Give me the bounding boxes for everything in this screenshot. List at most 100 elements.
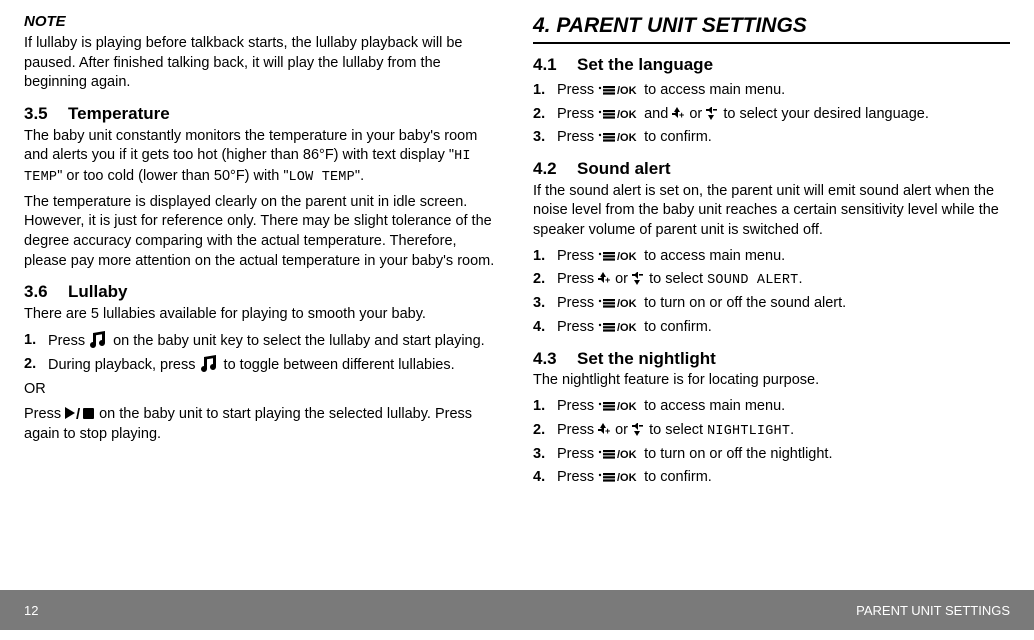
lullaby-alt: Press on the baby unit to start playing …	[24, 405, 501, 444]
text: Press	[557, 469, 598, 485]
list-item: Press or to select NIGHTLIGHT.	[533, 421, 1010, 441]
text: Press	[557, 398, 598, 414]
or-label: OR	[24, 380, 501, 400]
text: Press	[557, 319, 598, 335]
text: to confirm.	[640, 319, 712, 335]
volume-up-icon	[598, 272, 611, 286]
heading-num: 4.2	[533, 158, 577, 181]
heading-num: 4.3	[533, 348, 577, 371]
text: Press	[557, 422, 598, 438]
text: Press	[24, 406, 65, 422]
temp-para-2: The temperature is displayed clearly on …	[24, 193, 501, 271]
text: to select your desired language.	[719, 106, 929, 122]
list-item: During playback, press to toggle between…	[24, 355, 501, 376]
list-item: Press to access main menu.	[533, 397, 1010, 417]
menu-ok-icon	[598, 131, 640, 144]
menu-ok-icon	[598, 84, 640, 97]
text: to select	[645, 271, 707, 287]
volume-up-icon	[598, 423, 611, 437]
steps-4-2: Press to access main menu. Press or to s…	[533, 247, 1010, 338]
text: to confirm.	[640, 469, 712, 485]
low-temp-text: LOW TEMP	[289, 170, 355, 185]
heading-num: 3.6	[24, 281, 68, 304]
text: Press	[557, 271, 598, 287]
text: ".	[355, 168, 364, 184]
list-item: Press to turn on or off the nightlight.	[533, 445, 1010, 465]
list-item: Press to access main menu.	[533, 81, 1010, 101]
text: to toggle between different lullabies.	[220, 357, 455, 373]
heading-num: 3.5	[24, 103, 68, 126]
steps-4-1: Press to access main menu. Press and or …	[533, 81, 1010, 148]
temp-para-1: The baby unit constantly monitors the te…	[24, 127, 501, 187]
nightlight-label: NIGHTLIGHT	[707, 424, 790, 439]
text: on the baby unit key to select the lulla…	[109, 333, 485, 349]
menu-ok-icon	[598, 448, 640, 461]
heading-title: Lullaby	[68, 282, 128, 301]
play-stop-icon	[65, 407, 95, 421]
text: to access main menu.	[640, 82, 785, 98]
text: to select	[645, 422, 707, 438]
menu-ok-icon	[598, 250, 640, 263]
nightlight-intro: The nightlight feature is for locating p…	[533, 371, 1010, 391]
menu-ok-icon	[598, 108, 640, 121]
text: During playback, press	[48, 357, 200, 373]
steps-4-3: Press to access main menu. Press or to s…	[533, 397, 1010, 488]
music-icon	[200, 355, 220, 372]
text: The baby unit constantly monitors the te…	[24, 128, 477, 164]
right-column: 4. PARENT UNIT SETTINGS 4.1Set the langu…	[533, 12, 1010, 582]
lullaby-intro: There are 5 lullabies available for play…	[24, 305, 501, 325]
text: Press	[557, 106, 598, 122]
heading-num: 4.1	[533, 54, 577, 77]
sound-alert-label: SOUND ALERT	[707, 273, 798, 288]
heading-4-1: 4.1Set the language	[533, 54, 1010, 77]
list-item: Press or to select SOUND ALERT.	[533, 270, 1010, 290]
sound-alert-intro: If the sound alert is set on, the parent…	[533, 182, 1010, 241]
footer-section-title: PARENT UNIT SETTINGS	[856, 603, 1010, 618]
list-item: Press and or to select your desired lang…	[533, 105, 1010, 125]
text: or	[611, 271, 632, 287]
text: Press	[557, 82, 598, 98]
note-body: If lullaby is playing before talkback st…	[24, 34, 501, 93]
text: and	[640, 106, 672, 122]
text: to access main menu.	[640, 398, 785, 414]
list-item: Press to confirm.	[533, 468, 1010, 488]
page-footer: 12 PARENT UNIT SETTINGS	[0, 590, 1034, 630]
menu-ok-icon	[598, 400, 640, 413]
heading-4-3: 4.3Set the nightlight	[533, 348, 1010, 371]
list-item: Press on the baby unit key to select the…	[24, 331, 501, 352]
lullaby-steps: Press on the baby unit key to select the…	[24, 331, 501, 376]
menu-ok-icon	[598, 297, 640, 310]
page-body: NOTE If lullaby is playing before talkba…	[0, 0, 1034, 590]
text: to turn on or off the nightlight.	[640, 446, 832, 462]
list-item: Press to access main menu.	[533, 247, 1010, 267]
heading-title: Set the nightlight	[577, 349, 716, 368]
left-column: NOTE If lullaby is playing before talkba…	[24, 12, 501, 582]
text: to access main menu.	[640, 248, 785, 264]
heading-3-5: 3.5Temperature	[24, 103, 501, 126]
text: to confirm.	[640, 129, 712, 145]
volume-down-icon	[632, 272, 645, 286]
text: or	[611, 422, 632, 438]
menu-ok-icon	[598, 471, 640, 484]
list-item: Press to confirm.	[533, 318, 1010, 338]
heading-4-2: 4.2Sound alert	[533, 158, 1010, 181]
text: Press	[557, 446, 598, 462]
heading-title: Temperature	[68, 104, 170, 123]
volume-up-icon	[672, 107, 685, 121]
text: Press	[48, 333, 89, 349]
text: " or too cold (lower than 50°F) with "	[57, 168, 288, 184]
text: Press	[557, 295, 598, 311]
note-heading: NOTE	[24, 12, 501, 32]
text: Press	[557, 248, 598, 264]
text: .	[798, 271, 802, 287]
music-icon	[89, 331, 109, 348]
heading-3-6: 3.6Lullaby	[24, 281, 501, 304]
text: Press	[557, 129, 598, 145]
list-item: Press to confirm.	[533, 128, 1010, 148]
volume-down-icon	[632, 423, 645, 437]
heading-title: Set the language	[577, 55, 713, 74]
page-number: 12	[24, 603, 38, 618]
text: or	[685, 106, 706, 122]
heading-title: Sound alert	[577, 159, 671, 178]
volume-down-icon	[706, 107, 719, 121]
